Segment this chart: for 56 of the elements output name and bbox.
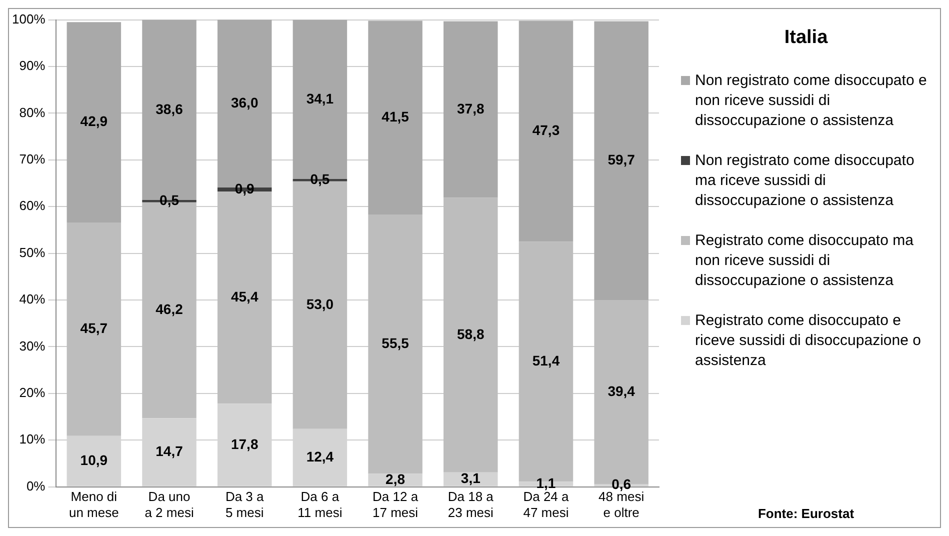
data-label: 36,0 [230, 94, 258, 110]
x-tick-label: Da 6 a 11 mesi [298, 489, 342, 520]
data-label: 45,7 [80, 320, 108, 336]
data-label: 46,2 [156, 301, 184, 318]
bar [444, 198, 498, 472]
data-label: 1,1 [536, 474, 556, 491]
data-label: 10,9 [80, 452, 108, 468]
bar [66, 222, 122, 436]
y-tick-label: 60% [19, 198, 46, 214]
legend-label: Non registrato come disoccupato ma riceve sussidi di dissoccupazione o assistenza [695, 151, 916, 211]
y-tick-label: 40% [19, 292, 46, 307]
legend-label: Registrato come disoccupato e riceve sussidi di disoccupazione o assistenza [695, 311, 922, 371]
data-label: 41,5 [382, 108, 410, 124]
bar [594, 21, 648, 300]
y-tick-label: 20% [19, 384, 46, 400]
data-label: 37,8 [457, 100, 484, 116]
bar [66, 22, 122, 222]
legend-title: Italia [783, 27, 829, 49]
data-label: 38,6 [156, 100, 184, 117]
source-note: Fonte: Eurostat [756, 506, 856, 521]
data-label: 12,4 [306, 448, 334, 464]
x-tick-label: Da 12 a 17 mesi [372, 489, 419, 520]
x-tick-label: Meno di un mese [68, 489, 119, 520]
data-label: 51,4 [532, 352, 560, 369]
x-tick-label: Da uno a 2 mesi [144, 489, 194, 520]
y-tick-label: 90% [19, 58, 46, 74]
bar [368, 214, 422, 474]
y-tick-label: 0% [26, 478, 46, 494]
data-label: 14,7 [156, 443, 184, 460]
y-tick-label: 80% [19, 104, 46, 120]
x-tick-label: Da 24 a 47 mesi [523, 489, 570, 520]
data-label: 0,6 [612, 476, 632, 492]
data-label: 39,4 [608, 382, 636, 399]
bar [518, 20, 574, 242]
data-label: 17,8 [230, 436, 258, 452]
data-label: 3,1 [460, 470, 481, 486]
y-tick-label: 50% [19, 244, 46, 260]
x-tick-label: Da 3 a 5 mesi [225, 489, 265, 520]
data-label: 45,4 [230, 288, 258, 305]
legend-label: Non registrato come disoccupato e non riceve sussidi di dissoccupazione o assistenza [695, 71, 928, 131]
y-tick-label: 10% [19, 432, 46, 447]
x-tick-label: Da 18 a 23 mesi [448, 489, 494, 520]
data-label: 2,8 [386, 470, 406, 487]
data-label: 59,7 [608, 151, 636, 168]
data-label: 34,1 [306, 90, 334, 106]
data-label: 53,0 [306, 296, 334, 312]
y-tick-label: 70% [19, 151, 46, 166]
y-tick-label: 100% [12, 11, 46, 26]
bar [368, 20, 422, 215]
legend-label: Registrato come disoccupato ma non riceve sussidi di dissoccupazione o assistenza [695, 231, 914, 291]
data-label: 55,5 [382, 334, 410, 351]
bar [444, 21, 498, 198]
data-label: 42,9 [80, 113, 108, 130]
data-label: 58,8 [457, 326, 484, 342]
y-tick-label: 30% [19, 338, 46, 354]
data-label: 47,3 [532, 122, 560, 138]
